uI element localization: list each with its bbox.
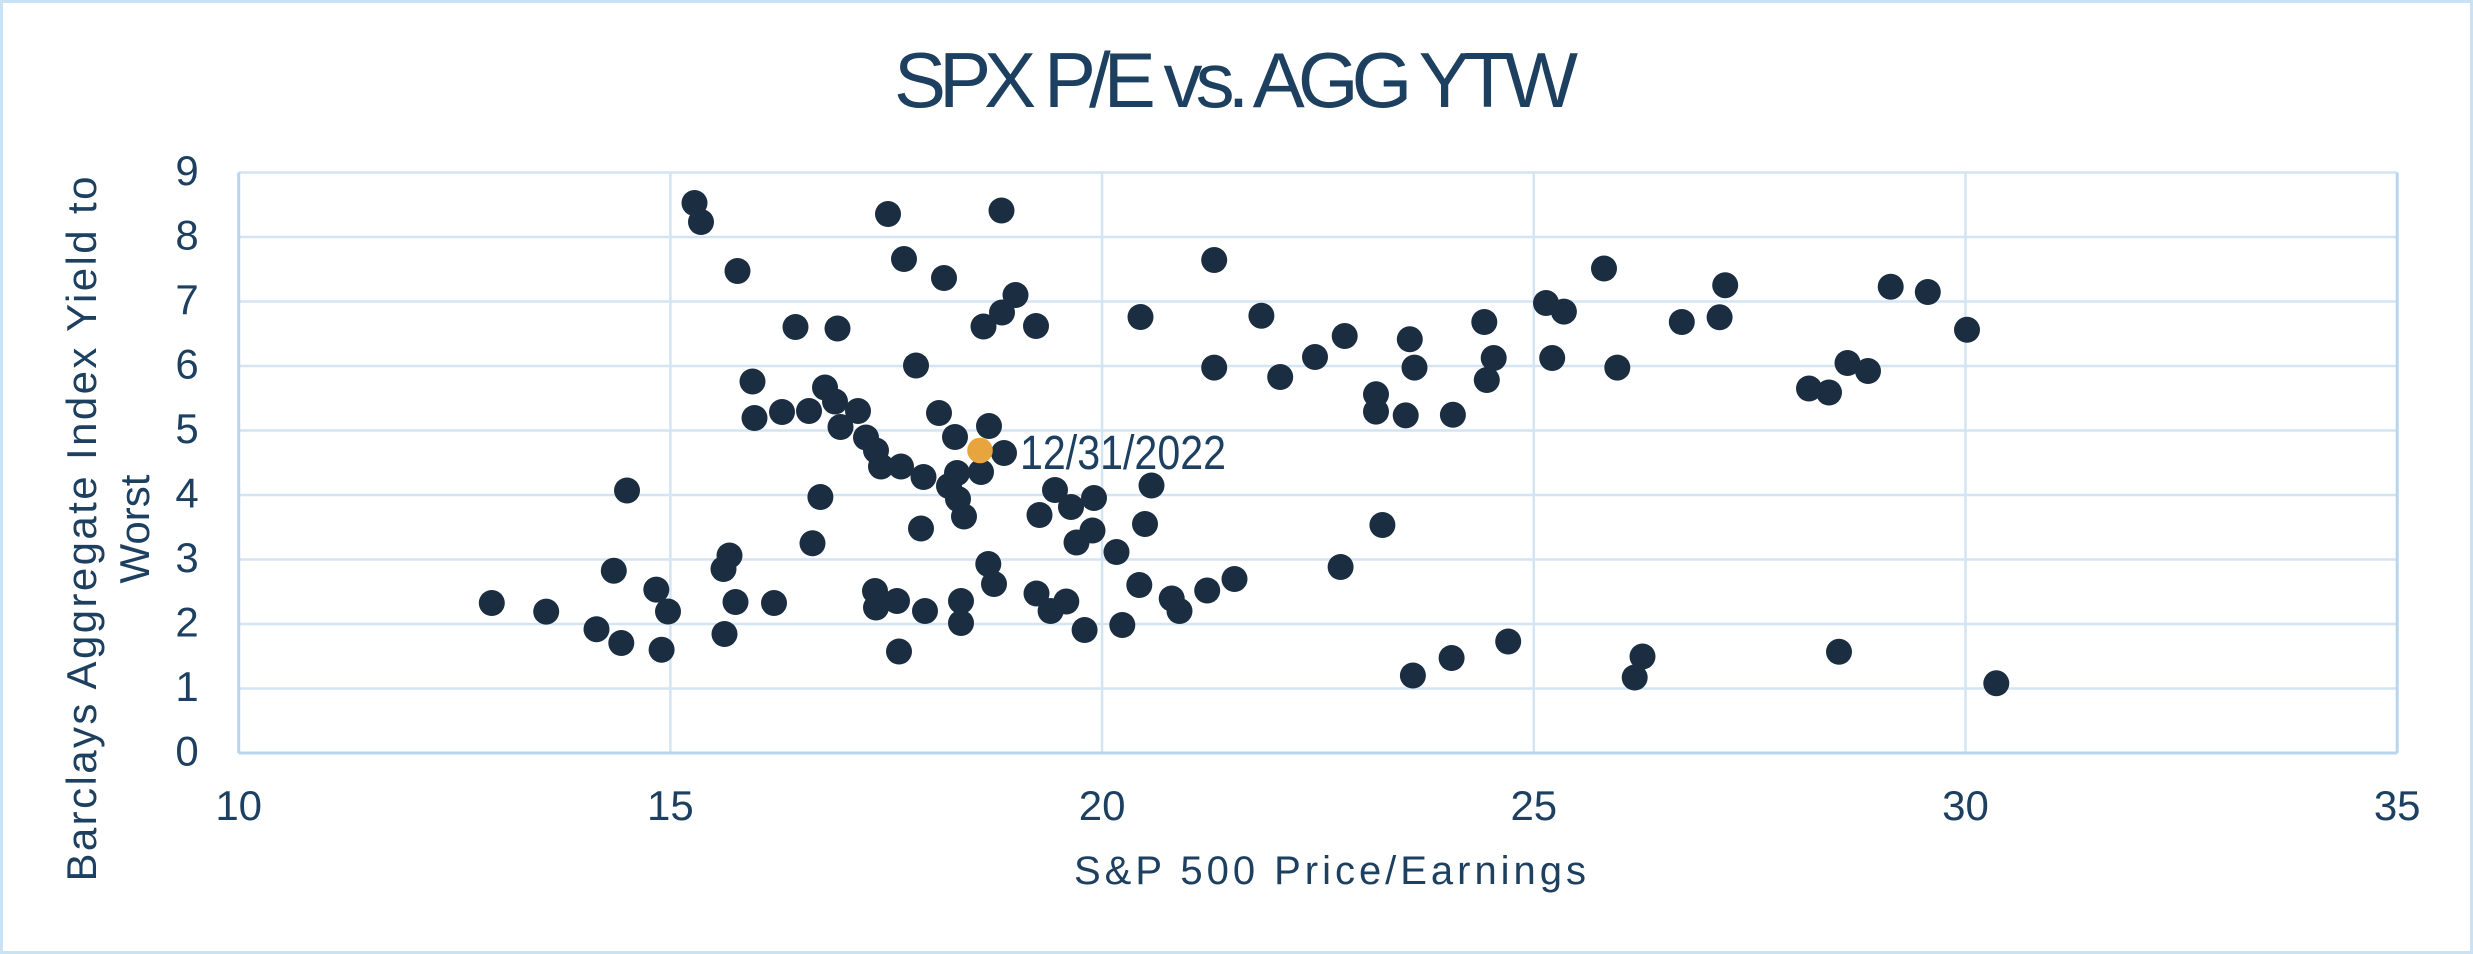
svg-text:8: 8 xyxy=(175,212,198,259)
svg-text:9: 9 xyxy=(175,147,198,194)
svg-text:15: 15 xyxy=(647,782,694,829)
svg-text:10: 10 xyxy=(215,782,262,829)
svg-text:SPX P/E vs. AGG YTW: SPX P/E vs. AGG YTW xyxy=(894,36,1578,124)
svg-text:5: 5 xyxy=(175,405,198,452)
svg-text:20: 20 xyxy=(1079,782,1126,829)
svg-text:12/31/2022: 12/31/2022 xyxy=(1020,427,1226,480)
svg-text:7: 7 xyxy=(175,276,198,323)
svg-text:3: 3 xyxy=(175,534,198,581)
svg-text:1: 1 xyxy=(175,663,198,710)
svg-text:4: 4 xyxy=(175,470,198,517)
svg-text:25: 25 xyxy=(1510,782,1557,829)
svg-text:2: 2 xyxy=(175,599,198,646)
svg-text:Worst: Worst xyxy=(111,474,158,583)
svg-text:6: 6 xyxy=(175,341,198,388)
svg-text:S&P 500 Price/Earnings: S&P 500 Price/Earnings xyxy=(1074,849,1586,893)
svg-text:0: 0 xyxy=(175,728,198,775)
svg-text:Barclays Aggregate Index Yield: Barclays Aggregate Index Yield to xyxy=(58,177,105,882)
svg-text:30: 30 xyxy=(1942,782,1989,829)
svg-text:35: 35 xyxy=(2374,782,2421,829)
